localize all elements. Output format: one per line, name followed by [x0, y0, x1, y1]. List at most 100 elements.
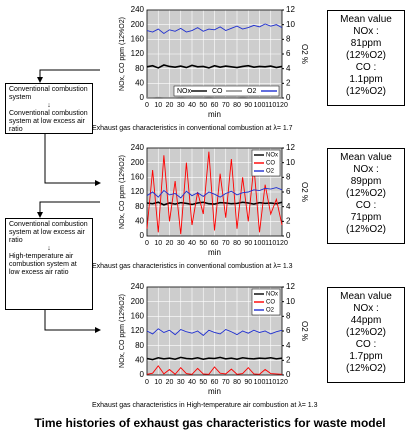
- legend-label: NOx: [177, 88, 192, 95]
- x-tick-label: 0: [145, 240, 149, 247]
- x-tick-label: 70: [222, 240, 230, 247]
- mean-line: 1.1ppm: [349, 74, 383, 85]
- y-tick-label: 40: [135, 216, 144, 225]
- mean-line: 81ppm: [350, 38, 382, 49]
- y2-tick-label: 2: [286, 78, 291, 87]
- x-tick-label: 90: [244, 102, 252, 109]
- y2-tick-label: 10: [286, 297, 295, 306]
- chart-caption: Exhaust gas characteristics in conventio…: [92, 263, 293, 270]
- y-axis-label: NOx, CO ppm (12%O2): [119, 294, 126, 368]
- series-line: [146, 187, 283, 199]
- x-tick-label: 100: [254, 379, 266, 386]
- x-tick-label: 110: [265, 379, 276, 386]
- mean-line: Mean value: [340, 152, 392, 163]
- y2-tick-label: 4: [286, 341, 291, 350]
- x-axis-label: min: [208, 110, 221, 119]
- y2-tick-label: 8: [286, 34, 291, 43]
- mean-line: Mean value: [340, 14, 392, 25]
- flow-line: Conventional combustion system at low ex…: [9, 110, 88, 133]
- legend-label: NOx: [266, 153, 278, 159]
- mean-line: (12%O2): [345, 327, 386, 338]
- y2-tick-label: 4: [286, 202, 291, 211]
- x-tick-label: 110: [265, 102, 276, 109]
- mean-line: 1.7ppm: [349, 351, 383, 362]
- mean-line: (12%O2): [345, 224, 386, 235]
- y-tick-label: 200: [131, 20, 145, 29]
- x-tick-label: 100: [254, 240, 266, 247]
- y2-tick-label: 0: [286, 370, 291, 379]
- y2-tick-label: 8: [286, 172, 291, 181]
- legend: NOx CO O2: [251, 288, 281, 316]
- y2-tick-label: 6: [286, 326, 291, 335]
- legend: NOx CO O2: [251, 149, 281, 177]
- y-tick-label: 160: [131, 172, 145, 181]
- x-tick-label: 0: [145, 102, 149, 109]
- series-line: [146, 356, 283, 361]
- y2-tick-label: 6: [286, 187, 291, 196]
- arrow: [37, 201, 100, 218]
- y-tick-label: 80: [135, 64, 144, 73]
- mean-line: CO :: [355, 200, 377, 211]
- y-tick-label: 40: [135, 355, 144, 364]
- y2-tick-label: 0: [286, 231, 291, 240]
- y-tick-label: 160: [131, 311, 145, 320]
- y-tick-label: 240: [131, 5, 145, 14]
- y-tick-label: 120: [131, 49, 145, 58]
- x-tick-label: 90: [244, 379, 252, 386]
- mean-box: Mean value NOx :89ppm (12%O2) CO :71ppm (12%…: [327, 148, 405, 244]
- flow-line: High-temperature air combustion system a…: [9, 253, 77, 276]
- series-line: [146, 23, 283, 35]
- x-tick-label: 10: [154, 379, 162, 386]
- x-tick-label: 0: [145, 379, 149, 386]
- y2-tick-label: 4: [286, 64, 291, 73]
- y-axis-label: NOx, CO ppm (12%O2): [119, 17, 126, 91]
- y2-axis-label: O2 %: [300, 321, 309, 341]
- arrow: [44, 134, 101, 186]
- legend-label: CO: [212, 88, 223, 95]
- y2-tick-label: 6: [286, 49, 291, 58]
- chart-caption: Exhaust gas characteristics in High-temp…: [92, 402, 318, 409]
- series-line: [146, 328, 283, 336]
- flow-line: Conventional combustion system at low ex…: [9, 221, 88, 244]
- y2-tick-label: 10: [286, 158, 295, 167]
- mean-line: (12%O2): [345, 188, 386, 199]
- mean-line: 44ppm: [350, 315, 382, 326]
- x-tick-label: 70: [222, 102, 230, 109]
- x-tick-label: 110: [265, 240, 276, 247]
- x-tick-label: 80: [233, 102, 241, 109]
- legend-label: CO: [266, 161, 275, 167]
- y-tick-label: 0: [140, 370, 145, 379]
- mean-line: 89ppm: [350, 176, 382, 187]
- x-tick-label: 120: [276, 102, 288, 109]
- x-tick-label: 60: [211, 240, 219, 247]
- arrow: [44, 310, 101, 333]
- x-tick-label: 20: [166, 379, 174, 386]
- legend-label: O2: [247, 88, 256, 95]
- mean-line: NOx :: [353, 164, 379, 175]
- y-tick-label: 0: [140, 231, 145, 240]
- y-tick-label: 160: [131, 34, 145, 43]
- mean-line: CO :: [355, 339, 377, 350]
- x-tick-label: 60: [211, 102, 219, 109]
- x-tick-label: 10: [154, 102, 162, 109]
- x-tick-label: 40: [188, 102, 196, 109]
- figure-title: Time histories of exhaust gas characteri…: [34, 416, 386, 430]
- mean-line: NOx :: [353, 303, 379, 314]
- flow-box: Conventional combustion system at low ex…: [5, 218, 93, 310]
- plot-frame: [146, 147, 283, 237]
- y2-tick-label: 12: [286, 143, 295, 152]
- x-tick-label: 20: [166, 240, 174, 247]
- x-tick-label: 120: [276, 240, 288, 247]
- y2-axis-label: O2 %: [300, 44, 309, 64]
- x-tick-label: 20: [166, 102, 174, 109]
- x-tick-label: 10: [154, 240, 162, 247]
- y-tick-label: 240: [131, 143, 145, 152]
- flow-box: Conventional combustion system ↓ Conventio…: [5, 83, 93, 134]
- mean-line: NOx :: [353, 26, 379, 37]
- x-tick-label: 90: [244, 240, 252, 247]
- series-line: [146, 365, 283, 375]
